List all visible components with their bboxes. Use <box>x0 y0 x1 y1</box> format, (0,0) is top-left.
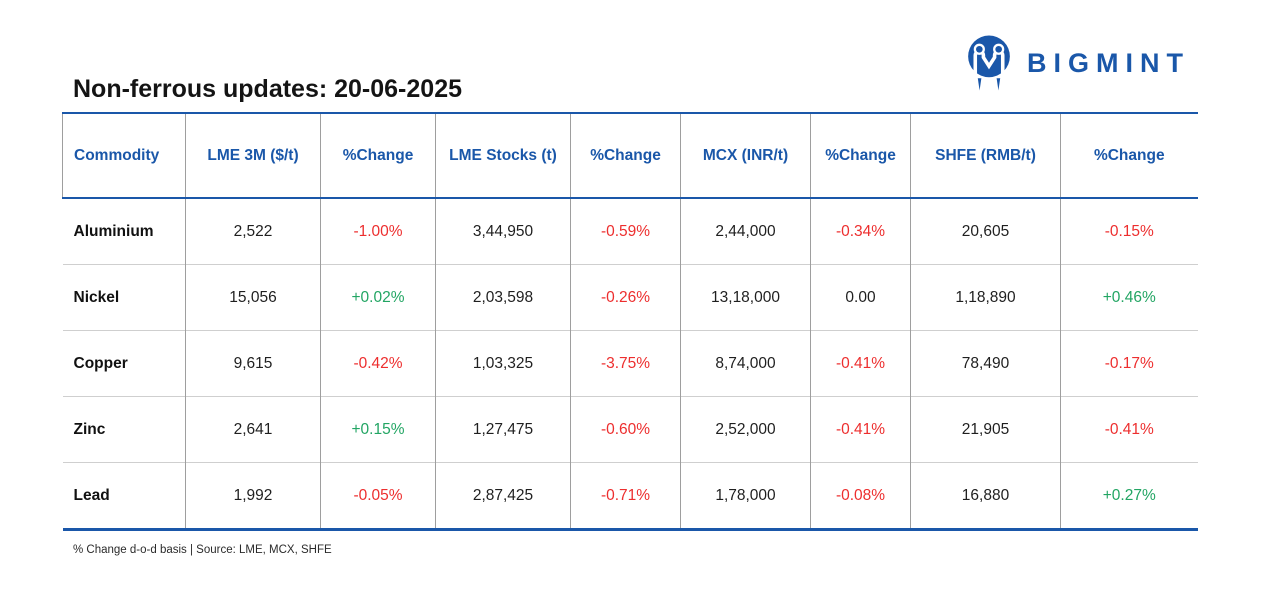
value-cell: 2,03,598 <box>435 264 571 331</box>
table-footnote: % Change d-o-d basis | Source: LME, MCX,… <box>73 544 332 556</box>
table-row: Copper 9,615 -0.42% 1,03,325 -3.75% 8,74,000-… <box>62 330 1198 397</box>
value-cell: 8,74,000 <box>680 330 811 397</box>
column-header: %Change <box>1060 113 1198 199</box>
column-header: %Change <box>320 113 436 199</box>
value-cell: 20,605 <box>910 197 1061 265</box>
value-cell: 2,44,000 <box>680 197 811 265</box>
column-header: %Change <box>810 113 911 199</box>
pct-change-cell: -0.59% <box>570 197 681 265</box>
table-row: Lead 1,992 -0.05% 2,87,425 -0.71% 1,78,000 -0.… <box>62 462 1198 530</box>
pct-change-cell: +0.15% <box>320 396 436 463</box>
value-cell: 1,992 <box>185 462 321 530</box>
value-cell: 78,490 <box>910 330 1061 397</box>
commodity-name: Nickel <box>62 264 186 331</box>
value-cell: 2,87,425 <box>435 462 571 530</box>
pct-change-cell: 0.00 <box>810 264 911 331</box>
column-header: Commodity <box>62 113 186 199</box>
column-header: SHFE (RMB/t) <box>910 113 1061 199</box>
commodity-name: Copper <box>62 330 186 397</box>
bigmint-logo-icon <box>968 35 1010 91</box>
pct-change-cell: -0.71% <box>570 462 681 530</box>
commodity-name: Lead <box>62 462 186 530</box>
commodity-name: Zinc <box>62 396 186 463</box>
column-header: %Change <box>570 113 681 199</box>
table-row: Nickel 15,056 +0.02% 2,03,598 -0.26% 13,18,00… <box>62 264 1198 331</box>
pct-change-cell: -0.26% <box>570 264 681 331</box>
brand-logo: BIGMINT <box>963 34 1190 92</box>
table-header-row: Commodity LME 3M ($/t) %Change LME Stocks (… <box>62 113 1198 199</box>
table-row: Aluminium 2,522 -1.00% 3,44,950 -0.59% 2,44,0… <box>62 197 1198 265</box>
pct-change-cell: +0.27% <box>1060 462 1198 530</box>
pct-change-cell: -0.34% <box>810 197 911 265</box>
commodity-table: Commodity LME 3M ($/t) %Change LME Stocks (… <box>62 112 1198 531</box>
pct-change-cell: -0.08% <box>810 462 911 530</box>
pct-change-cell: -0.41% <box>810 330 911 397</box>
value-cell: 16,880 <box>910 462 1061 530</box>
value-cell: 13,18,000 <box>680 264 811 331</box>
pct-change-cell: +0.46% <box>1060 264 1198 331</box>
value-cell: 1,18,890 <box>910 264 1061 331</box>
pct-change-cell: -0.42% <box>320 330 436 397</box>
pct-change-cell: -0.17% <box>1060 330 1198 397</box>
pct-change-cell: -0.41% <box>810 396 911 463</box>
value-cell: 21,905 <box>910 396 1061 463</box>
pct-change-cell: -1.00% <box>320 197 436 265</box>
value-cell: 2,52,000 <box>680 396 811 463</box>
commodity-name: Aluminium <box>62 197 186 265</box>
value-cell: 1,78,000 <box>680 462 811 530</box>
value-cell: 2,522 <box>185 197 321 265</box>
pct-change-cell: -0.60% <box>570 396 681 463</box>
value-cell: 2,641 <box>185 396 321 463</box>
value-cell: 9,615 <box>185 330 321 397</box>
page-title: Non-ferrous updates: 20-06-2025 <box>73 75 463 103</box>
value-cell: 1,03,325 <box>435 330 571 397</box>
pct-change-cell: -0.41% <box>1060 396 1198 463</box>
value-cell: 15,056 <box>185 264 321 331</box>
brand-wordmark: BIGMINT <box>1027 47 1190 78</box>
pct-change-cell: -0.05% <box>320 462 436 530</box>
column-header: LME 3M ($/t) <box>185 113 321 199</box>
value-cell: 1,27,475 <box>435 396 571 463</box>
pct-change-cell: -3.75% <box>570 330 681 397</box>
table-row: Zinc 2,641 +0.15% 1,27,475 -0.60% 2,52,000 -0.… <box>62 396 1198 463</box>
value-cell: 3,44,950 <box>435 197 571 265</box>
pct-change-cell: -0.15% <box>1060 197 1198 265</box>
pct-change-cell: +0.02% <box>320 264 436 331</box>
column-header: LME Stocks (t) <box>435 113 571 199</box>
column-header: MCX (INR/t) <box>680 113 811 199</box>
